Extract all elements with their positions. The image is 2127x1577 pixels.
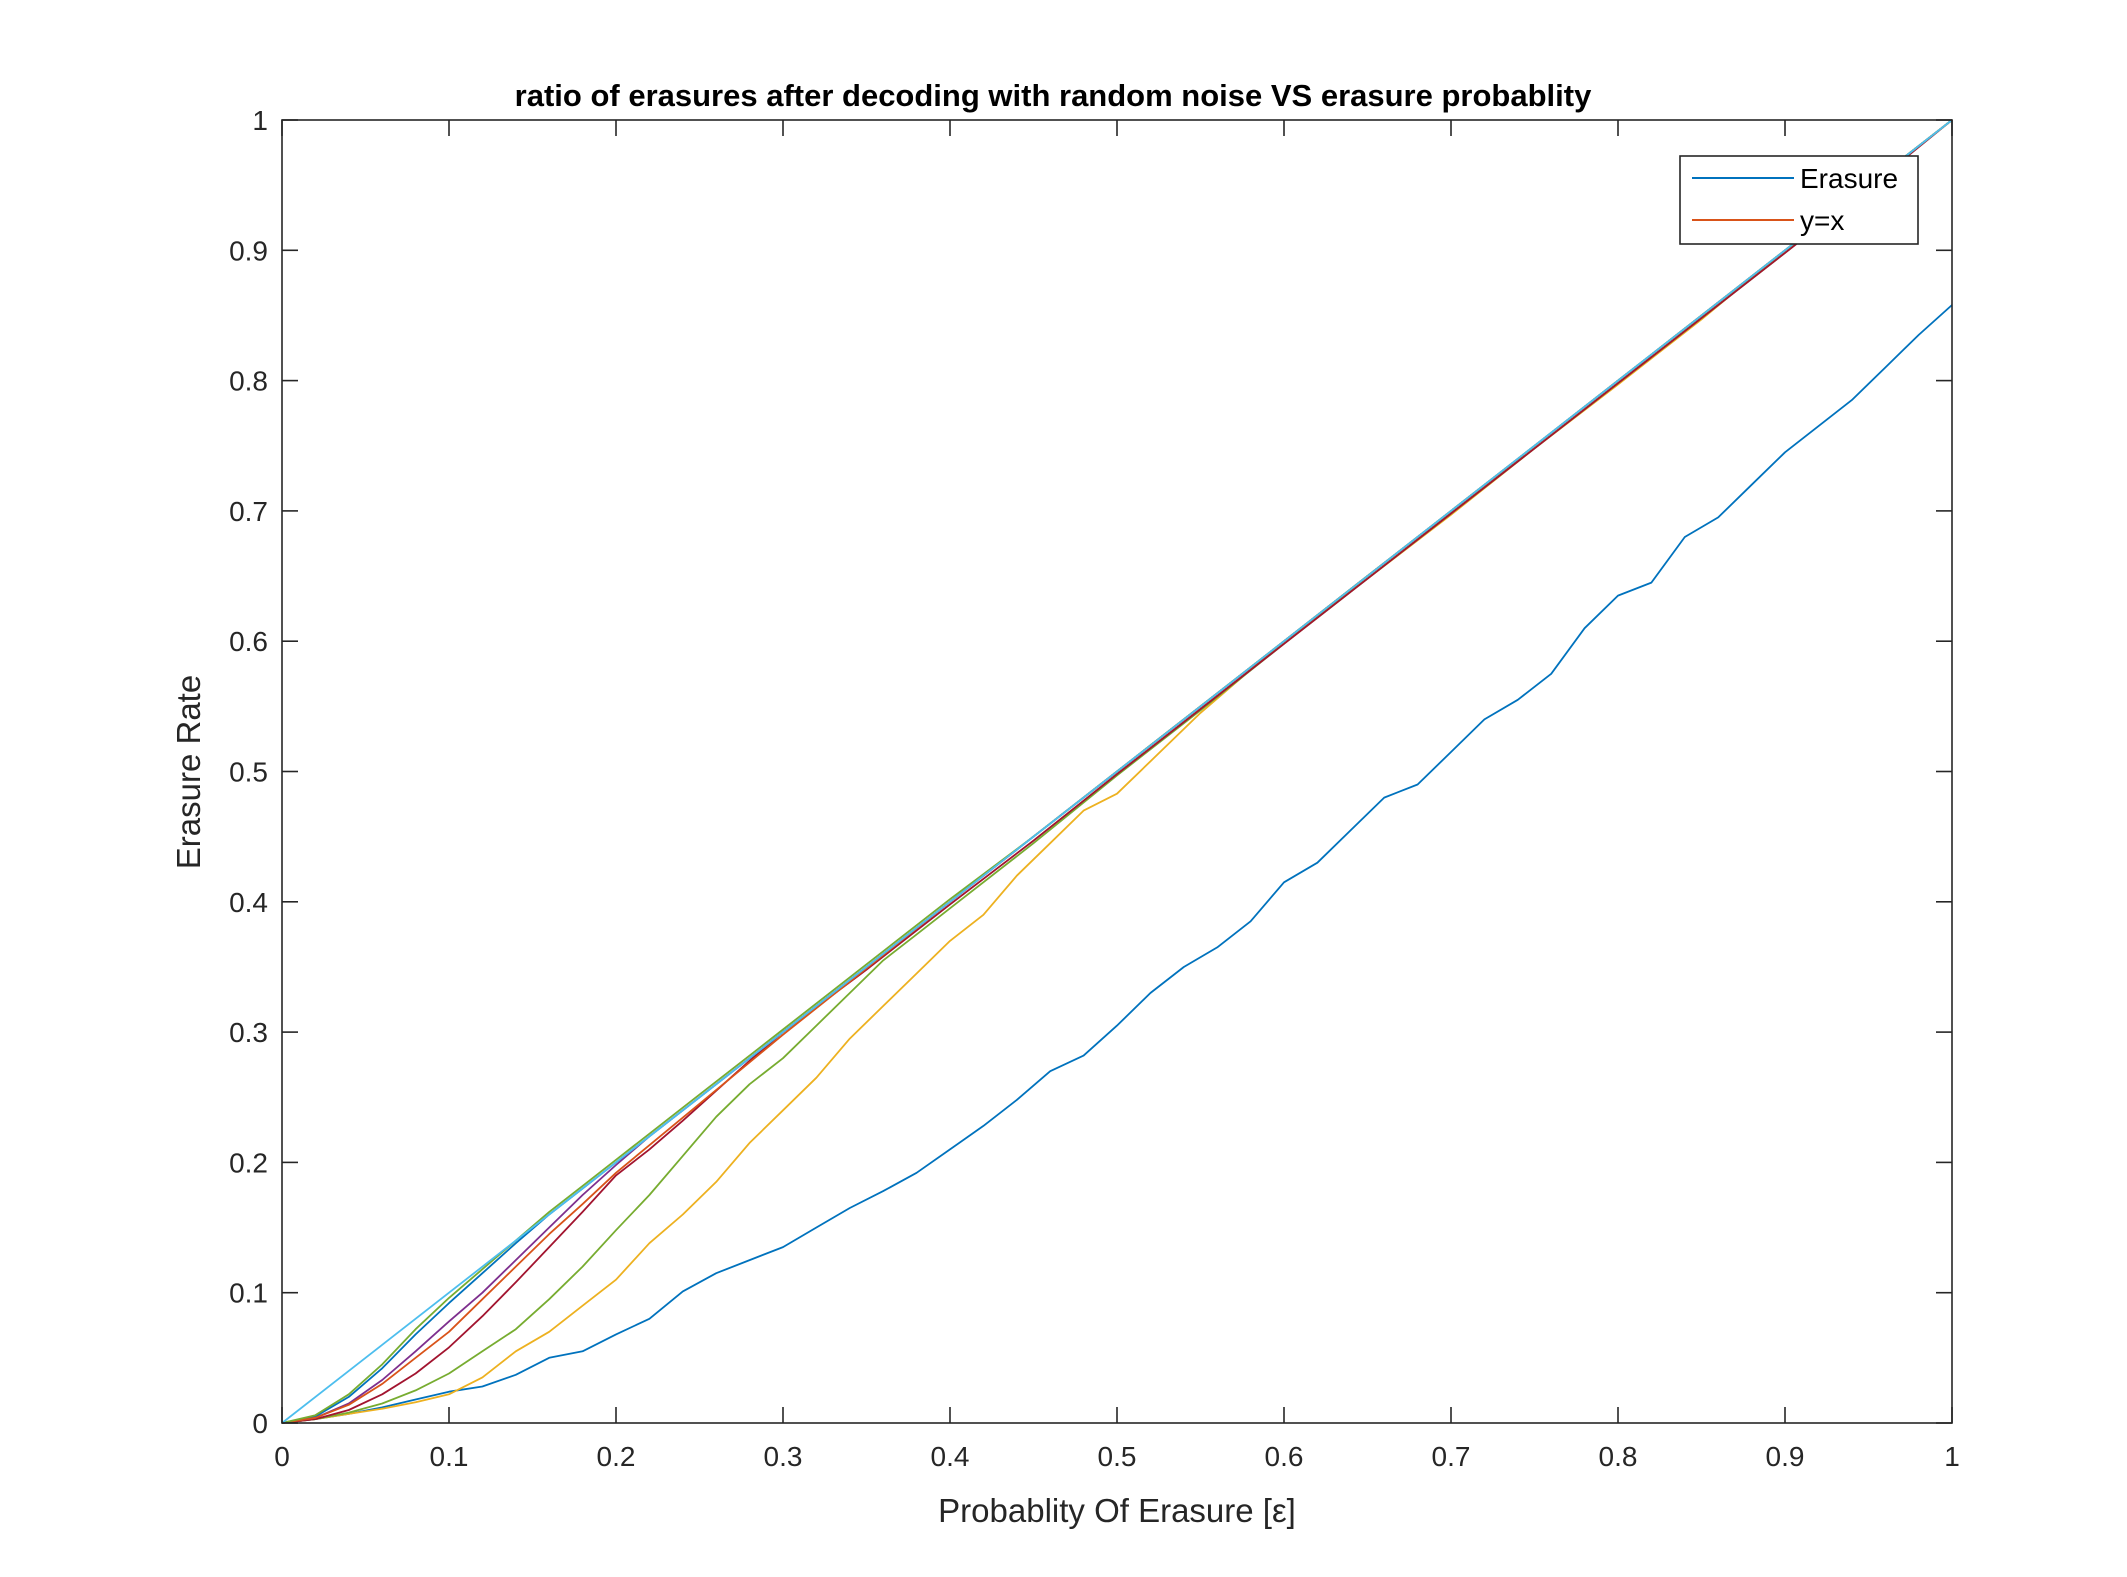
chart-title: ratio of erasures after decoding with ra…: [515, 78, 1592, 113]
series-line-3: [281, 119, 1953, 1424]
y-tick-label-7: 0.7: [229, 496, 268, 527]
x-tick-label-10: 1: [1944, 1441, 1960, 1472]
series-line-8: [281, 119, 1953, 1424]
x-tick-label-4: 0.4: [931, 1441, 970, 1472]
y-tick-label-2: 0.2: [229, 1147, 268, 1178]
x-tick-label-5: 0.5: [1098, 1441, 1137, 1472]
x-tick-label-8: 0.8: [1599, 1441, 1638, 1472]
x-tick-label-7: 0.7: [1432, 1441, 1471, 1472]
x-tick-label-3: 0.3: [764, 1441, 803, 1472]
series-line-0: [281, 304, 1953, 1424]
legend-label-y-equals-x: y=x: [1800, 205, 1844, 236]
legend: Erasure y=x: [1679, 155, 1919, 245]
y-tick-label-9: 0.9: [229, 235, 268, 266]
x-tick-label-9: 0.9: [1766, 1441, 1805, 1472]
x-tick-label-0: 0: [274, 1441, 290, 1472]
x-tick-label-6: 0.6: [1265, 1441, 1304, 1472]
series-layer: [281, 119, 1953, 1424]
x-tick-label-2: 0.2: [597, 1441, 636, 1472]
legend-box: [1679, 155, 1919, 245]
y-tick-label-0: 0: [252, 1408, 268, 1439]
y-tick-label-6: 0.6: [229, 626, 268, 657]
y-tick-label-1: 0.1: [229, 1278, 268, 1309]
y-tick-label-10: 1: [252, 105, 268, 136]
y-tick-label-3: 0.3: [229, 1017, 268, 1048]
y-tick-label-8: 0.8: [229, 366, 268, 397]
tick-layer: 0 0.1 0.2 0.3 0.4 0.5 0.6 0.7 0.8 0.9 1 0 0.1 0.2 0.3 0…: [229, 105, 1960, 1472]
x-tick-label-1: 0.1: [430, 1441, 469, 1472]
x-axis-label: Probablity Of Erasure [ε]: [938, 1492, 1296, 1529]
y-tick-label-5: 0.5: [229, 757, 268, 788]
y-tick-label-4: 0.4: [229, 887, 268, 918]
y-axis-label: Erasure Rate: [170, 675, 207, 869]
legend-label-erasure: Erasure: [1800, 163, 1898, 194]
